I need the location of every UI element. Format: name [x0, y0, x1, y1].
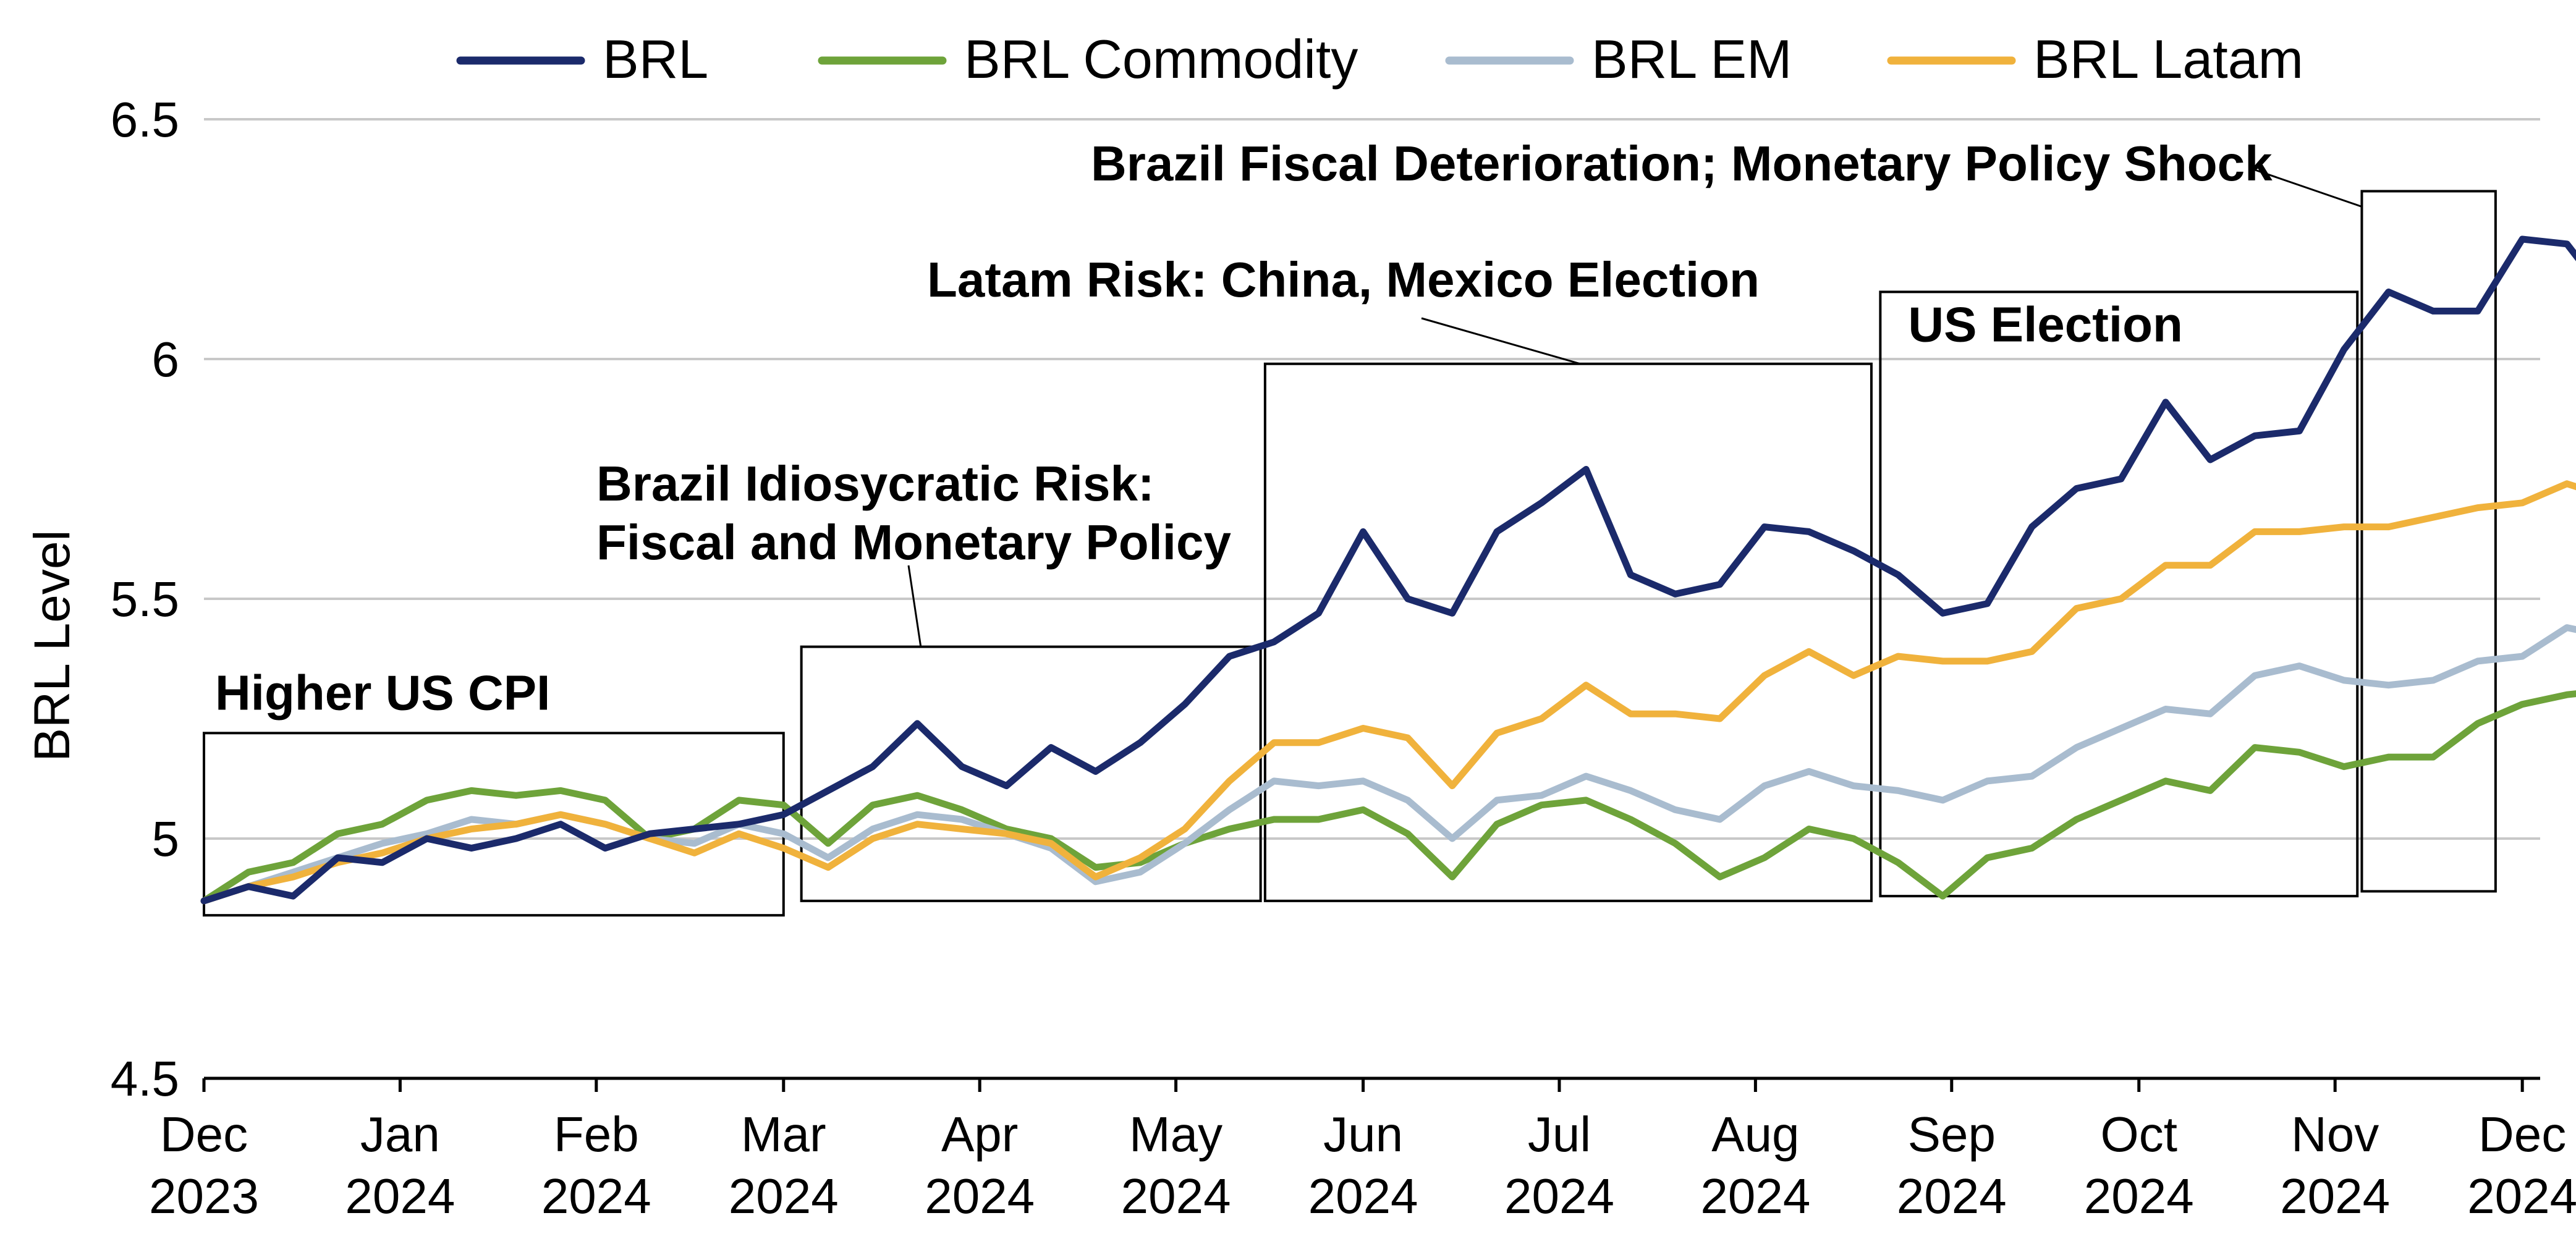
- series-line-brl: [200, 235, 2576, 905]
- annotation-box-brazil-fiscal: [2360, 190, 2497, 893]
- x-tick-label-month: Mar: [741, 1107, 826, 1162]
- y-tick-label: 6: [152, 332, 180, 387]
- x-tick-label-month: Oct: [2101, 1107, 2177, 1162]
- series-line-brl-em: [200, 624, 2576, 905]
- annotation-leader-brazil-idiosyncratic: [907, 565, 922, 647]
- legend-label-brl: BRL: [603, 28, 708, 90]
- x-tick-label-month: Dec: [2478, 1107, 2566, 1162]
- legend-label-brl-latam: BRL Latam: [2033, 28, 2303, 90]
- x-tick-label-month: Aug: [1711, 1107, 1799, 1162]
- x-tick-label-year: 2024: [1897, 1169, 2007, 1224]
- x-tick-label-month: Dec: [160, 1107, 248, 1162]
- x-tick-label-month: May: [1129, 1107, 1222, 1162]
- legend-label-brl-em: BRL EM: [1591, 28, 1792, 90]
- gridlines: [204, 118, 2540, 840]
- x-tick-label-month: Sep: [1908, 1107, 1996, 1162]
- x-tick-label-year: 2024: [1121, 1169, 1231, 1224]
- x-tick-label-year: 2024: [2084, 1169, 2194, 1224]
- x-tick-label-month: Feb: [554, 1107, 639, 1162]
- series-line-brl-latam: [200, 480, 2576, 905]
- x-tick-label-year: 2024: [345, 1169, 455, 1224]
- x-tick-label-month: Apr: [941, 1107, 1019, 1162]
- x-tick-label-year: 2024: [2280, 1169, 2390, 1224]
- x-tick-label-year: 2024: [729, 1169, 839, 1224]
- x-tick-label-year: 2024: [1308, 1169, 1418, 1224]
- x-tick-label-year: 2024: [1700, 1169, 1810, 1224]
- x-tick-label-year: 2024: [2467, 1169, 2576, 1224]
- axes: [202, 1076, 2540, 1092]
- legend: BRL BRL Commodity BRL EM BRL Latam: [456, 28, 2303, 90]
- x-tick-label-year: 2023: [149, 1169, 259, 1224]
- x-tick-label-year: 2024: [541, 1169, 651, 1224]
- y-tick-label: 5: [152, 811, 180, 866]
- annotation-leader-latam-risk: [1421, 317, 1581, 365]
- y-tick-label: 5.5: [111, 572, 179, 627]
- annotation-label-us-election: US Election: [1908, 297, 2183, 352]
- x-tick-label-month: Jun: [1323, 1107, 1403, 1162]
- annotation-box-higher-us-cpi: [203, 732, 785, 917]
- y-tick-labels: 4.5 5 5.5 6 6.5: [111, 92, 179, 1106]
- series-lines: [200, 235, 2576, 905]
- x-tick-labels: Dec 2023 Jan 2024 Feb 2024 Mar 2024 Apr 2024 May 20…: [149, 1107, 2576, 1224]
- series-line-brl-commodity: [200, 690, 2576, 905]
- annotation-leader-brazil-fiscal: [2249, 167, 2362, 208]
- annotation-label-latam-risk: Latam Risk: China, Mexico Election: [927, 252, 1760, 307]
- annotation-box-latam-risk: [1263, 362, 1873, 902]
- x-tick-label-year: 2024: [925, 1169, 1035, 1224]
- x-tick-label-month: Jul: [1528, 1107, 1591, 1162]
- annotation-boxes: Higher US CPI Brazil Idiosycratic Risk:Fi…: [203, 136, 2497, 917]
- annotation-box-us-election: [1879, 290, 2359, 898]
- x-tick-label-year: 2024: [1504, 1169, 1614, 1224]
- y-tick-label: 4.5: [111, 1051, 179, 1106]
- x-tick-label-month: Nov: [2291, 1107, 2379, 1162]
- annotation-box-brazil-idiosyncratic: [800, 645, 1262, 902]
- annotation-label-brazil-idiosyncratic: Brazil Idiosycratic Risk:: [596, 456, 1155, 511]
- x-tick-label-month: Jan: [360, 1107, 440, 1162]
- legend-label-brl-commodity: BRL Commodity: [964, 28, 1358, 90]
- annotation-label-brazil-fiscal: Brazil Fiscal Deterioration; Monetary Po…: [1091, 136, 2273, 191]
- y-axis-title: BRL Level: [24, 530, 80, 761]
- annotation-label-higher-us-cpi: Higher US CPI: [215, 665, 550, 720]
- annotation-label-brazil-idiosyncratic: Fiscal and Monetary Policy: [596, 515, 1232, 570]
- y-tick-label: 6.5: [111, 92, 179, 147]
